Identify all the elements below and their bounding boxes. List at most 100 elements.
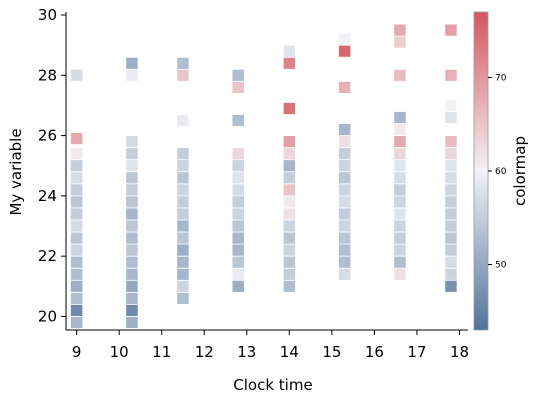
y-tick-label: 28 (38, 66, 57, 84)
heatmap-cell (177, 244, 189, 256)
colorbar-tick-label: 70 (495, 73, 507, 83)
heatmap-cell (283, 244, 296, 256)
heatmap-cell (126, 172, 138, 184)
heatmap-cell (70, 244, 83, 256)
heatmap-cell (177, 172, 189, 184)
heatmap-cell (445, 208, 457, 220)
heatmap-cell (394, 160, 406, 172)
heatmap-cell (177, 69, 189, 81)
heatmap-cell (445, 24, 457, 36)
heatmap-cell (177, 256, 189, 268)
heatmap-cell (394, 244, 406, 256)
heatmap-cell (126, 57, 138, 69)
heatmap-cell (338, 136, 351, 148)
heatmap-cell (126, 304, 138, 316)
x-tick-label: 18 (450, 343, 469, 361)
heatmap-cell (445, 99, 457, 112)
heatmap-cell (70, 148, 83, 160)
heatmap-cell (394, 208, 406, 220)
heatmap-cell (70, 133, 83, 145)
heatmap-cell (283, 208, 296, 220)
heatmap-cell (70, 268, 83, 280)
heatmap-cell (445, 111, 457, 124)
heatmap-cell (232, 69, 244, 81)
heatmap-cell (232, 184, 244, 196)
heatmap-cell (445, 196, 457, 208)
heatmap-cell (283, 136, 296, 148)
heatmap-cell (445, 268, 457, 280)
heatmap-cell (126, 160, 138, 172)
heatmap-cell (70, 280, 83, 292)
heatmap-cell (126, 148, 138, 160)
heatmap-cell (445, 172, 457, 184)
heatmap-cell (338, 220, 351, 232)
heatmap-cell (445, 232, 457, 244)
heatmap-cell (338, 268, 351, 280)
heatmap-cell (445, 148, 457, 160)
heatmap-cell (177, 208, 189, 220)
y-tick-label: 20 (38, 307, 57, 325)
heatmap-cell (70, 184, 83, 196)
heatmap-cell (232, 148, 244, 160)
heatmap-cell (126, 292, 138, 304)
heatmap-cell (70, 220, 83, 232)
heatmap-cell (283, 256, 296, 268)
heatmap-cell (70, 196, 83, 208)
heatmap-cell (126, 220, 138, 232)
x-tick-label: 12 (195, 343, 214, 361)
heatmap-cell (232, 196, 244, 208)
heatmap-cell (126, 244, 138, 256)
heatmap-cells (70, 24, 457, 329)
heatmap-cell (338, 172, 351, 184)
colorbar-label: colormap (511, 136, 529, 206)
heatmap-cell (232, 172, 244, 184)
x-tick-label: 14 (280, 343, 299, 361)
heatmap-cell (445, 160, 457, 172)
x-tick-label: 15 (322, 343, 341, 361)
heatmap-cell (70, 232, 83, 244)
heatmap-cell (445, 184, 457, 196)
heatmap-cell (70, 304, 83, 316)
heatmap-cell (445, 280, 457, 292)
heatmap-cell (177, 268, 189, 280)
heatmap-cell (126, 208, 138, 220)
heatmap-cell (232, 208, 244, 220)
y-axis-label: My variable (7, 128, 25, 215)
axes: 9 10 11 12 13 14 15 16 17 18 20 22 24 26 28 30 (38, 6, 469, 361)
heatmap-cell (177, 114, 189, 127)
heatmap-cell (283, 280, 296, 292)
heatmap-cell (232, 280, 244, 292)
heatmap-cell (283, 148, 296, 160)
heatmap-cell (394, 232, 406, 244)
heatmap-cell (177, 292, 189, 304)
heatmap-cell (70, 172, 83, 184)
heatmap-cell (338, 148, 351, 160)
x-tick-label: 16 (365, 343, 384, 361)
heatmap-cell (394, 256, 406, 268)
heatmap-cell (126, 256, 138, 268)
heatmap-cell (126, 69, 138, 81)
colorbar-tick-label: 50 (495, 261, 507, 271)
heatmap-cell (445, 256, 457, 268)
heatmap-cell (338, 81, 351, 93)
heatmap-cell (338, 196, 351, 208)
heatmap-cell (232, 256, 244, 268)
y-tick-label: 22 (38, 247, 57, 265)
heatmap-cell (283, 268, 296, 280)
heatmap-cell (70, 69, 83, 81)
heatmap-cell (126, 316, 138, 329)
heatmap-cell (445, 244, 457, 256)
y-tick-label: 26 (38, 127, 57, 145)
x-tick-label: 17 (407, 343, 426, 361)
heatmap-cell (232, 244, 244, 256)
heatmap-cell (126, 196, 138, 208)
heatmap-cell (232, 114, 244, 127)
heatmap-cell (232, 232, 244, 244)
heatmap-cell (70, 292, 83, 304)
heatmap-cell (338, 160, 351, 172)
heatmap-cell (283, 196, 296, 208)
heatmap-cell (338, 232, 351, 244)
heatmap-cell (394, 184, 406, 196)
heatmap-cell (283, 45, 296, 57)
